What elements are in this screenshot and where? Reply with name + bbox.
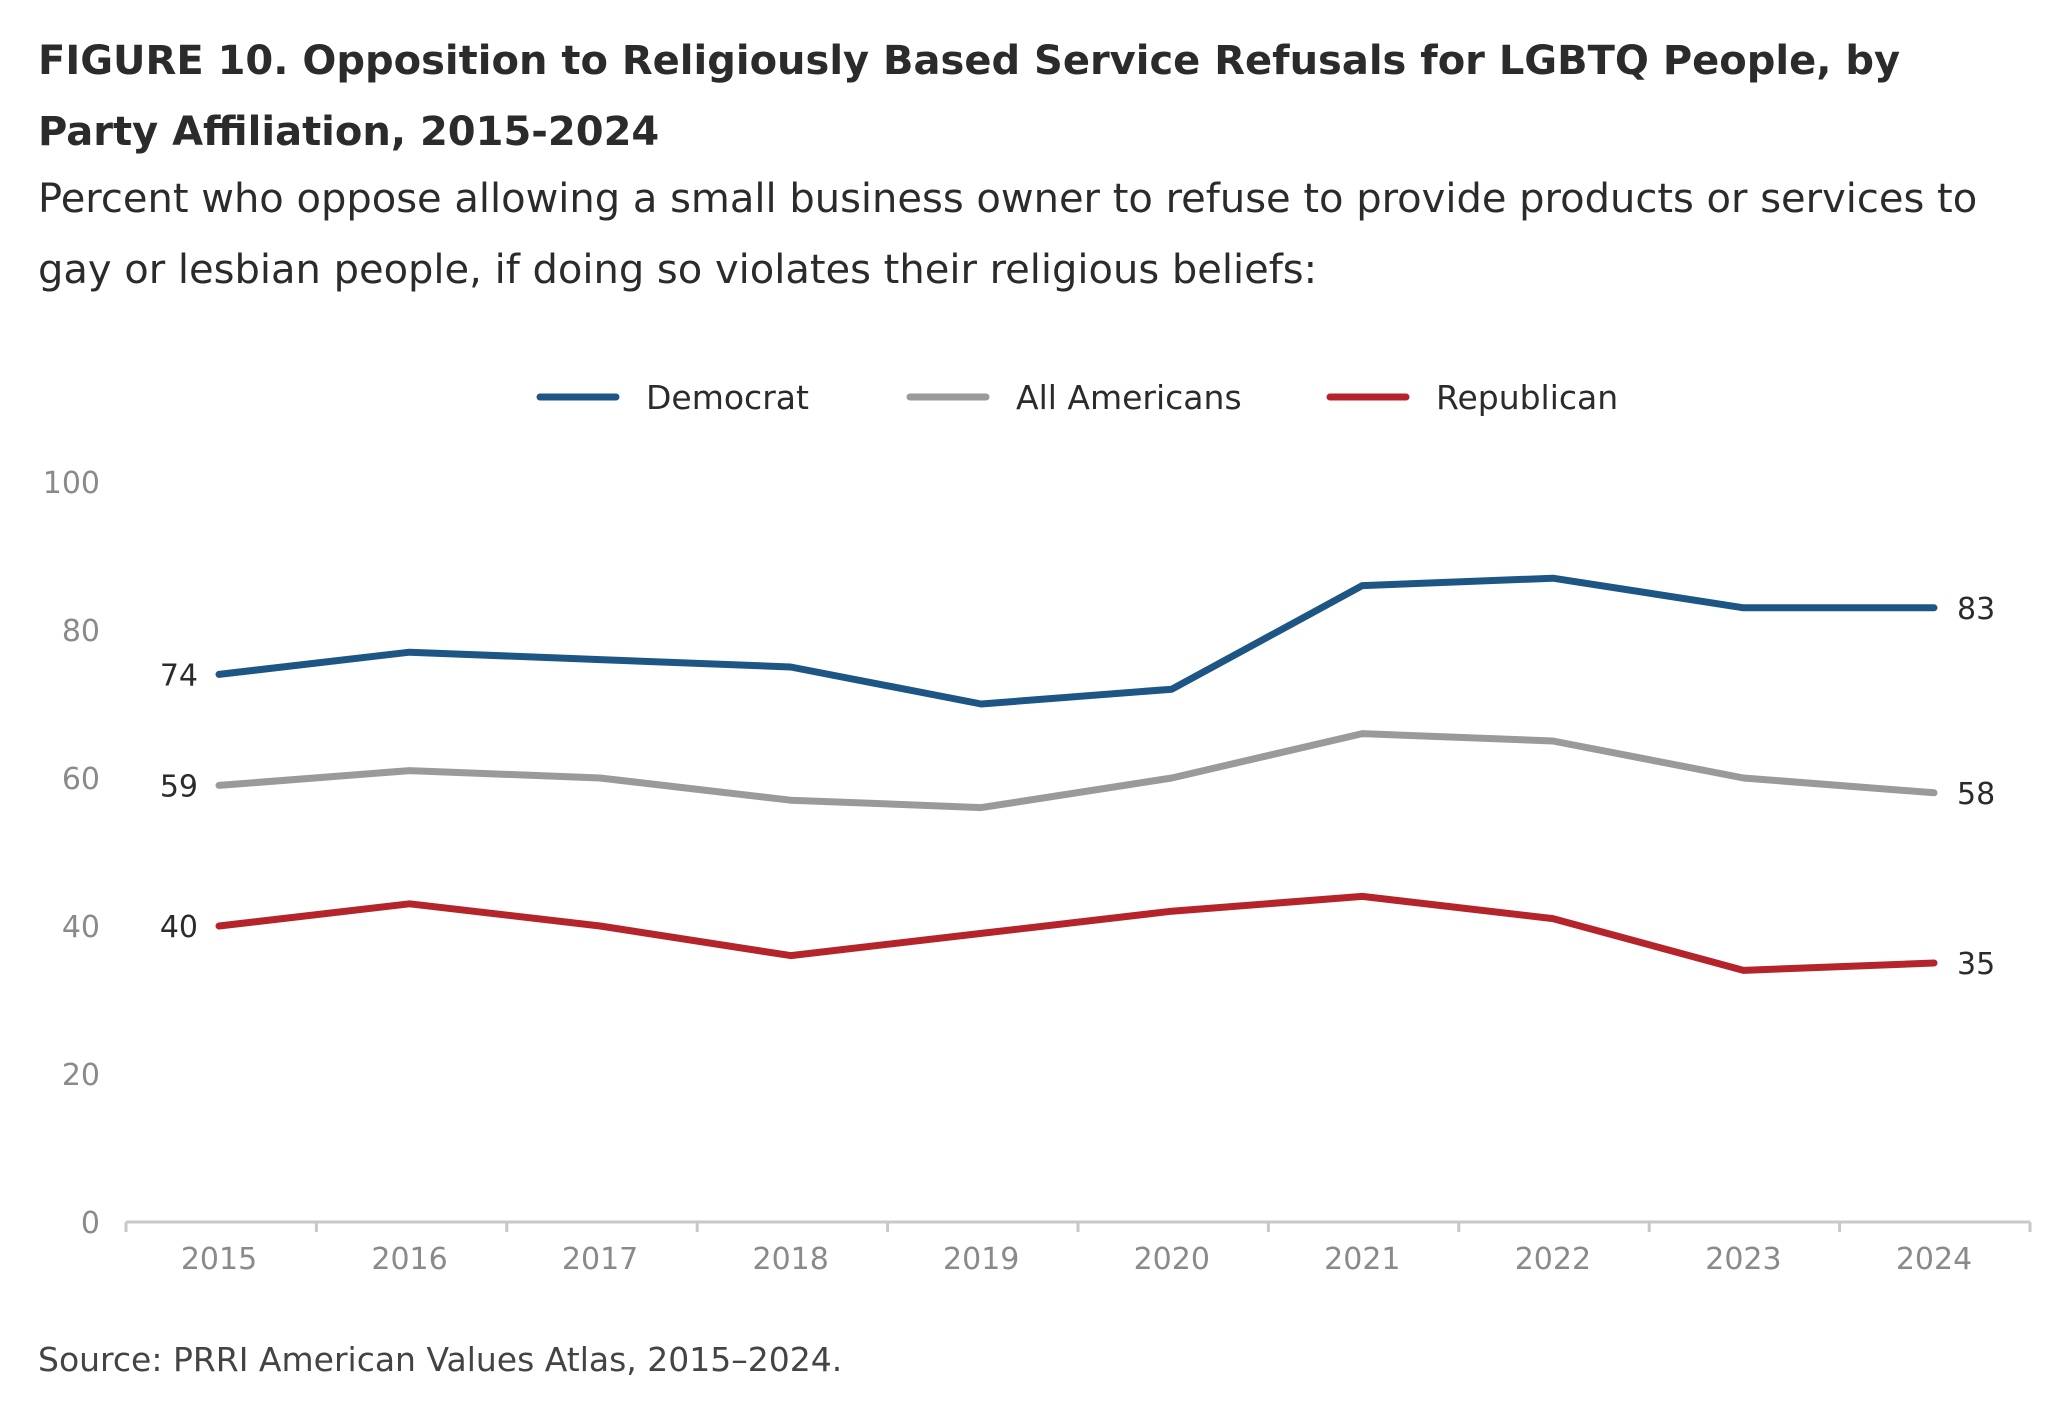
x-axis-ticks: 2015 2016 2017 2018 2019 2020 2021 2022 2023 2024 (181, 1242, 1972, 1277)
x-tick-label: 2024 (1896, 1242, 1972, 1277)
y-tick-label: 0 (81, 1206, 100, 1241)
y-tick-label: 80 (62, 614, 100, 649)
chart-title: FIGURE 10. Opposition to Religiously Bas… (38, 38, 1901, 155)
x-axis-tick-marks (124, 1222, 2032, 1232)
y-tick-label: 100 (43, 466, 100, 501)
series-line-democrat (215, 574, 1938, 708)
series-line-all-americans (215, 730, 1938, 812)
x-tick-label: 2016 (371, 1242, 447, 1277)
x-tick-label: 2017 (562, 1242, 638, 1277)
y-tick-label: 40 (62, 910, 100, 945)
chart-legend: Democrat All Americans Republican (536, 378, 1618, 417)
series-line-republican (215, 892, 1938, 974)
data-label-start: 74 (160, 658, 198, 693)
legend-label: Republican (1436, 378, 1618, 417)
x-tick-label: 2021 (1324, 1242, 1400, 1277)
x-tick-label: 2022 (1515, 1242, 1591, 1277)
y-tick-label: 60 (62, 762, 100, 797)
x-tick-label: 2018 (752, 1242, 828, 1277)
data-label-start: 40 (160, 910, 198, 945)
x-tick-label: 2023 (1705, 1242, 1781, 1277)
chart-subtitle: Percent who oppose allowing a small busi… (38, 176, 1978, 293)
y-axis-ticks: 0 20 40 60 80 100 (43, 466, 100, 1241)
x-tick-label: 2015 (181, 1242, 257, 1277)
x-tick-label: 2020 (1134, 1242, 1210, 1277)
y-tick-label: 20 (62, 1058, 100, 1093)
data-labels: 74 83 59 58 40 35 (160, 592, 1995, 982)
data-label-end: 83 (1957, 592, 1995, 627)
series-lines (215, 574, 1938, 974)
data-label-end: 35 (1957, 947, 1995, 982)
x-tick-label: 2019 (943, 1242, 1019, 1277)
source-note: Source: PRRI American Values Atlas, 2015… (38, 1340, 843, 1379)
data-label-start: 59 (160, 769, 198, 804)
legend-label: Democrat (646, 378, 809, 417)
data-label-end: 58 (1957, 777, 1995, 812)
legend-label: All Americans (1016, 378, 1242, 417)
